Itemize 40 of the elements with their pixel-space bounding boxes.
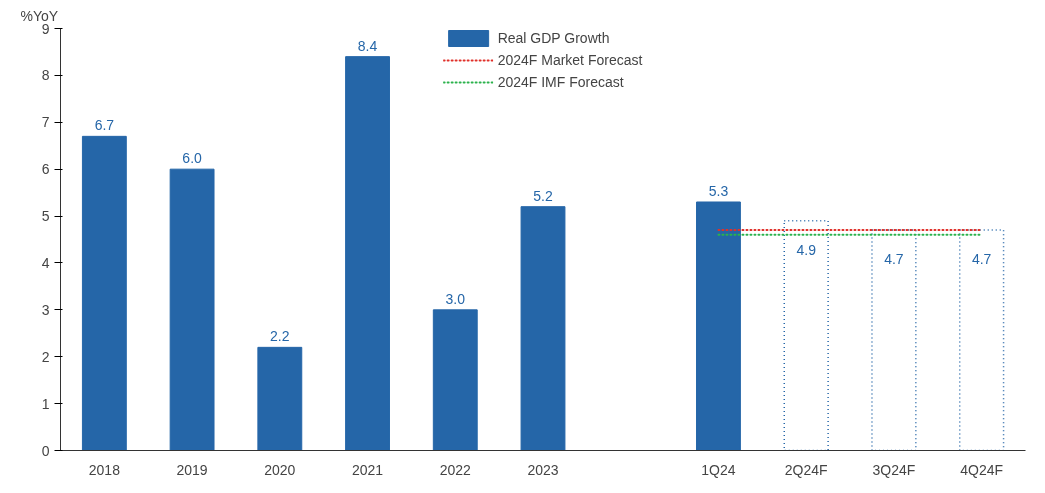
- legend-label: 2024F IMF Forecast: [497, 74, 624, 90]
- data-label: 6.7: [94, 117, 115, 134]
- x-tick-label: 2022: [439, 461, 472, 478]
- legend-label: Real GDP Growth: [497, 30, 610, 46]
- bar: [696, 201, 741, 451]
- data-label: 4.9: [796, 241, 817, 258]
- data-label: 3.0: [445, 290, 466, 307]
- data-label: 5.2: [533, 187, 553, 204]
- x-tick-label: 2023: [527, 461, 559, 478]
- x-tick-label: 2018: [88, 461, 121, 478]
- x-tick-label: 2020: [264, 461, 296, 478]
- data-label: 4.7: [971, 251, 992, 268]
- y-tick-label: 1: [41, 395, 50, 412]
- y-tick-label: 7: [41, 114, 50, 131]
- x-tick-label: 2019: [176, 461, 208, 478]
- data-label: 2.2: [270, 328, 290, 345]
- x-tick-label: 3Q24F: [872, 461, 916, 478]
- x-tick-label: 1Q24: [701, 461, 736, 478]
- y-tick-label: 0: [41, 442, 50, 459]
- data-label: 6.0: [182, 150, 203, 167]
- y-tick-label: 8: [41, 67, 50, 84]
- y-tick-label: 3: [41, 301, 50, 318]
- x-tick-label: 2Q24F: [784, 461, 828, 478]
- data-label: 5.3: [708, 182, 729, 199]
- bar: [520, 206, 566, 451]
- y-tick-label: 2: [41, 348, 50, 365]
- bar: [257, 346, 303, 451]
- data-label: 8.4: [357, 37, 378, 54]
- bar: [345, 56, 390, 451]
- x-tick-label: 4Q24F: [960, 461, 1004, 478]
- y-tick-label: 5: [41, 208, 50, 225]
- bar: [169, 168, 215, 451]
- bar: [783, 219, 829, 451]
- bar: [432, 309, 478, 451]
- x-tick-label: 2021: [351, 461, 384, 478]
- legend-label: 2024F Market Forecast: [497, 52, 643, 68]
- y-tick-label: 4: [41, 254, 50, 271]
- y-tick-label: 6: [41, 161, 50, 178]
- bar: [81, 135, 127, 451]
- data-label: 4.7: [884, 251, 904, 268]
